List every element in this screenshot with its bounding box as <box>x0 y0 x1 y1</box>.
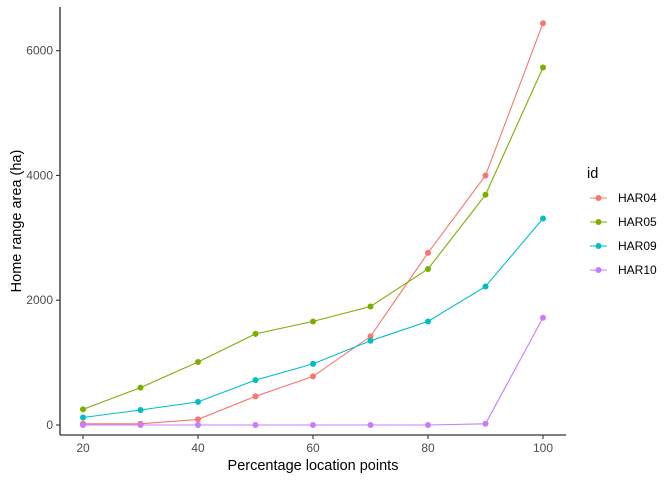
data-point <box>252 330 259 337</box>
data-point <box>310 318 316 325</box>
x-tick-label: 100 <box>533 441 553 455</box>
data-point <box>195 359 201 366</box>
series-har05 <box>80 64 546 413</box>
data-point <box>310 360 316 367</box>
legend-key-point <box>595 267 602 273</box>
data-point <box>540 64 546 71</box>
legend-item-har04: HAR04 <box>590 191 657 205</box>
series-har09 <box>80 215 546 421</box>
data-point <box>137 407 144 414</box>
y-tick-label: 2000 <box>26 293 53 307</box>
data-point <box>482 172 489 179</box>
x-tick-label: 40 <box>191 441 205 455</box>
y-tick-label: 4000 <box>26 168 53 182</box>
data-point <box>252 393 259 400</box>
data-point <box>540 215 546 222</box>
legend: id HAR04 HAR05 HAR09 HAR10 <box>587 166 657 277</box>
legend-item-har10: HAR10 <box>590 263 657 277</box>
y-axis-title: Home range area (ha) <box>9 150 25 293</box>
axes <box>59 7 566 436</box>
data-point <box>195 422 201 429</box>
data-point <box>137 422 144 429</box>
data-point <box>137 384 144 391</box>
data-point <box>80 422 86 429</box>
data-point <box>367 422 374 429</box>
x-tick-label: 60 <box>306 441 320 455</box>
y-tick-label: 0 <box>46 418 53 432</box>
data-point <box>252 422 259 429</box>
series-har04 <box>80 20 546 427</box>
legend-label: HAR05 <box>618 215 657 229</box>
data-point <box>80 414 86 421</box>
legend-label: HAR10 <box>618 263 657 277</box>
series-line <box>82 67 544 410</box>
x-tick-label: 80 <box>421 441 435 455</box>
data-point <box>252 377 259 384</box>
legend-title: id <box>587 166 598 182</box>
data-point <box>482 283 489 290</box>
data-point <box>195 416 201 423</box>
legend-item-har05: HAR05 <box>590 215 657 229</box>
data-point <box>425 422 431 429</box>
data-point <box>310 422 316 429</box>
data-point <box>80 406 86 413</box>
plot-area <box>80 20 546 429</box>
data-point <box>367 333 374 340</box>
data-point <box>310 373 316 380</box>
data-point <box>482 191 489 198</box>
data-point <box>540 314 546 321</box>
series-line <box>82 218 544 419</box>
data-point <box>540 20 546 27</box>
legend-label: HAR04 <box>618 191 657 205</box>
y-tick-label: 6000 <box>26 44 53 58</box>
legend-key-point <box>595 243 602 249</box>
legend-label: HAR09 <box>618 239 657 253</box>
data-point <box>195 398 201 405</box>
legend-key-point <box>595 195 602 201</box>
x-tick-label: 20 <box>76 441 90 455</box>
ticks: 20 40 60 80 100 0 2000 4000 6000 <box>26 44 553 455</box>
data-point <box>425 266 431 273</box>
legend-key-point <box>595 219 602 225</box>
data-point <box>367 303 374 310</box>
data-point <box>425 318 431 325</box>
x-axis-title: Percentage location points <box>228 458 399 474</box>
data-point <box>482 420 489 427</box>
legend-item-har09: HAR09 <box>590 239 657 253</box>
series-har10 <box>80 314 546 429</box>
data-point <box>425 249 431 256</box>
data-point <box>367 337 374 344</box>
